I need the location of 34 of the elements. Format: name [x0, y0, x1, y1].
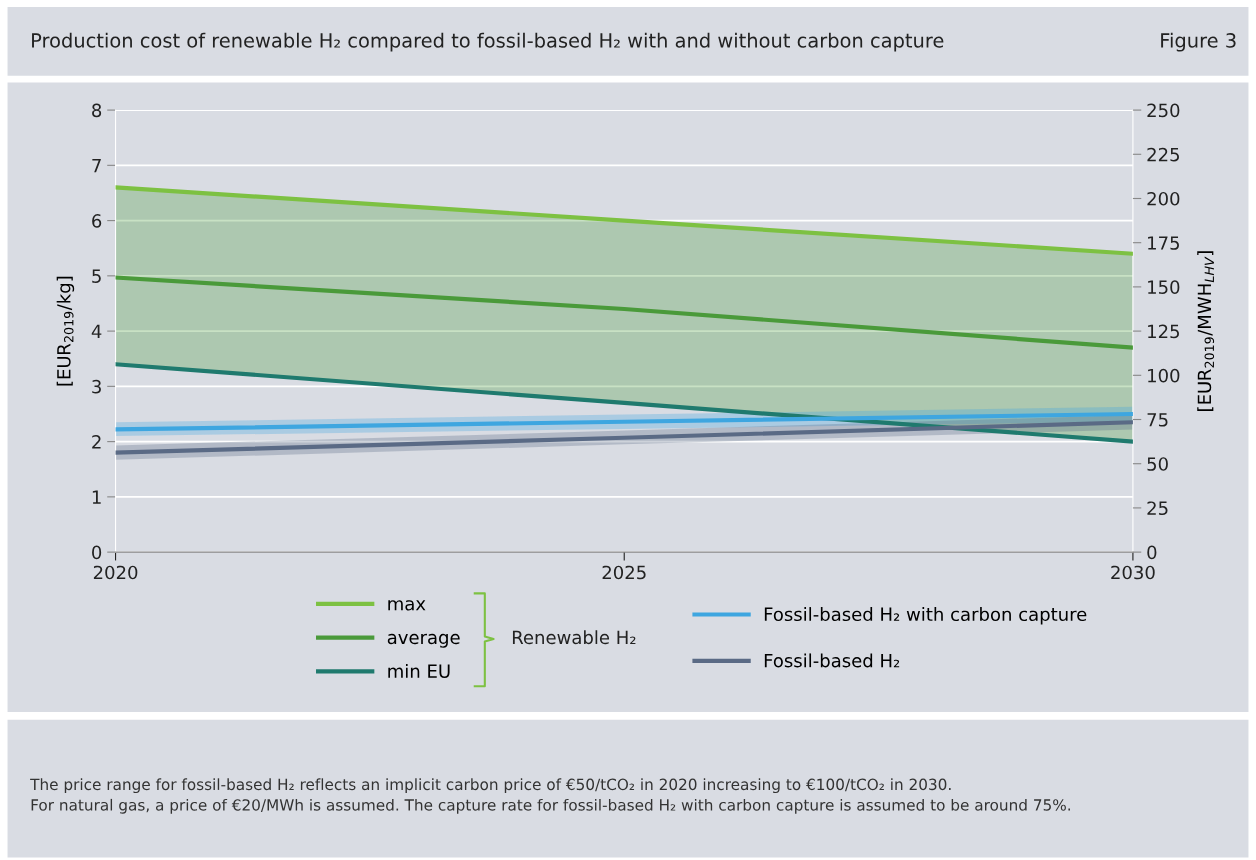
y-tick-label: 3: [92, 379, 101, 394]
legend-label: Fossil-based H₂ with carbon capture: [764, 607, 1087, 625]
chart-title: Production cost of renewable H₂ compared to fossil-based H₂ with and without carbon capture: [32, 32, 944, 52]
y2-tick-label: 50: [1147, 457, 1168, 471]
legend-label: Fossil-based H₂: [764, 653, 900, 668]
y-tick-label: 4: [91, 324, 102, 338]
y2-tick-label: 75: [1147, 413, 1168, 427]
x-tick-label: 2025: [602, 565, 646, 580]
y2-tick-label: 25: [1147, 501, 1168, 516]
legend-label: average: [387, 633, 460, 648]
text: The price range for fossil-based H₂ reflects an implicit carbon price of €50/tCO₂ in 2020 increasing to €100/tCO₂ in 2030. For natural gas, a price of €20/MWh is assumed. The capture rate for fossil-based H₂ with carbon capture is assumed to be around 75%.: [30, 778, 1070, 814]
y-tick-label: 7: [92, 159, 101, 173]
x-tick-label: 2020: [93, 565, 138, 580]
y2-tick-label: 100: [1148, 368, 1180, 383]
legend-label: max: [388, 600, 426, 611]
text: Figure 3: [1161, 32, 1236, 52]
x-tick-label: 2030: [1111, 565, 1155, 580]
y-tick-label: 2: [92, 435, 101, 449]
y2-tick-label: 250: [1147, 103, 1180, 118]
y-axis-title: [EUR$_{2019}$/kg]: [56, 276, 75, 386]
y-tick-label: 5: [92, 269, 101, 283]
y2-tick-label: 225: [1147, 147, 1179, 162]
y2-tick-label: 150: [1148, 280, 1180, 295]
legend-title: Renewable H₂: [512, 630, 636, 645]
y2-axis-title: [EUR$_{2019}$/MWH$_{LHV}$]: [1197, 251, 1215, 411]
y-tick-label: 1: [92, 490, 101, 504]
y-tick-label: 6: [92, 214, 102, 228]
y2-tick-label: 200: [1147, 191, 1180, 206]
y-tick-label: 8: [92, 103, 102, 118]
y2-tick-label: 125: [1148, 324, 1179, 339]
y2-tick-label: 175: [1148, 236, 1179, 250]
legend-label: min EU: [388, 663, 450, 678]
y2-tick-label: 0: [1147, 545, 1157, 560]
y-tick-label: 0: [92, 545, 102, 560]
